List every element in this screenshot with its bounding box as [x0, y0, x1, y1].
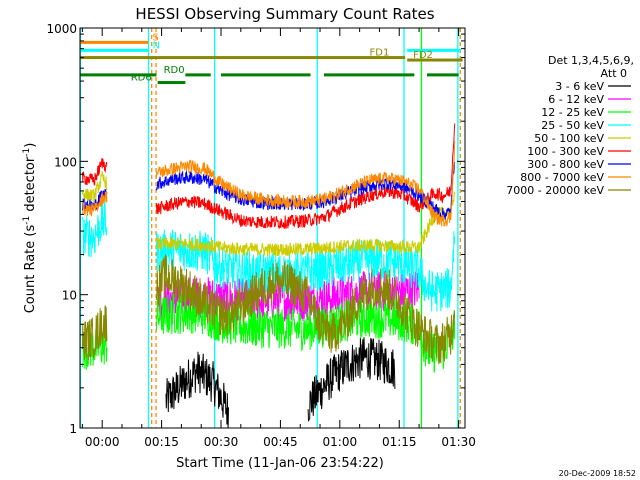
legend-label-6: 300 - 800 keV: [527, 158, 604, 171]
x-tick-label-0: 00:00: [85, 435, 120, 449]
legend-label-5: 100 - 300 keV: [527, 145, 604, 158]
flag-bar-6-0: [157, 81, 186, 85]
series-line-8: [81, 254, 456, 365]
flag-label-4: FD2: [413, 50, 433, 61]
flag-bars: SN FD1 FD2 RD0 RD6: [80, 32, 463, 85]
flag-label-5: RD0: [164, 65, 185, 76]
flag-label-3: FD1: [370, 48, 390, 59]
legend-label-4: 50 - 100 keV: [534, 132, 604, 145]
legend-label-1: 6 - 12 keV: [548, 93, 604, 106]
x-tick-label-5: 01:15: [382, 435, 417, 449]
flag-bar-1-0: [80, 48, 149, 52]
series-line-5: [81, 123, 456, 230]
flag-label-6: RD6: [131, 73, 152, 84]
legend-label-0: 3 - 6 keV: [555, 80, 604, 93]
x-tick-label-3: 00:45: [263, 435, 298, 449]
x-tick-label-4: 01:00: [323, 435, 358, 449]
flag-bar-0-0: [80, 40, 149, 44]
series-layer: [81, 123, 456, 429]
x-tick-label-6: 01:30: [441, 435, 476, 449]
x-tick-label-2: 00:30: [204, 435, 239, 449]
legend-label-3: 25 - 50 keV: [541, 119, 604, 132]
flag-bar-4-0: [407, 58, 463, 62]
x-axis-label: Start Time (11-Jan-06 23:54:22): [176, 456, 384, 471]
y-axis-label-main: Count Rate (s: [23, 225, 38, 314]
plot-frame: [79, 27, 466, 429]
legend-label-7: 800 - 7000 keV: [520, 171, 604, 184]
legend-title-line-2: Att 0: [601, 67, 627, 80]
series-line-7: [81, 141, 456, 228]
y-axis-label: Count Rate (s-1 detector-1): [22, 143, 38, 314]
series-line-0: [165, 337, 396, 429]
render-timestamp: 20-Dec-2009 18:52: [559, 469, 636, 478]
legend-title-line-1: Det 1,3,4,5,6,9,: [548, 54, 634, 67]
flag-bar-5-1: [185, 73, 211, 77]
y-tick-label-3: 1000: [46, 22, 77, 36]
y-axis-label-end: ): [23, 143, 38, 148]
flag-bar-5-0: [80, 73, 157, 77]
legend-label-2: 12 - 25 keV: [541, 106, 604, 119]
chart-title: HESSI Observing Summary Count Rates: [135, 5, 434, 23]
x-tick-label-1: 00:15: [144, 435, 179, 449]
y-tick-label-1: 10: [62, 289, 77, 303]
flag-bar-5-3: [323, 73, 415, 77]
flag-bar-3-0: [80, 56, 406, 60]
vertical-markers: [79, 28, 461, 428]
series-line-3: [81, 200, 456, 312]
flag-bar-5-4: [426, 73, 459, 77]
series-line-4: [81, 170, 456, 257]
axes: 1 10 100 1000 00:00 00:15 00:30 00:45 01:00 01:15…: [46, 22, 476, 449]
flag-bar-2-0: [407, 48, 461, 52]
flag-bar-5-2: [221, 73, 311, 77]
y-axis-label-sup2: -1: [22, 148, 32, 157]
y-axis-label-sup: -1: [22, 216, 32, 225]
y-axis-label-tail: detector: [23, 156, 38, 216]
flag-label-1: N: [152, 40, 159, 51]
flag-label-0: S: [152, 32, 158, 43]
legend-label-8: 7000 - 20000 keV: [506, 184, 604, 197]
y-tick-label-2: 100: [54, 155, 77, 169]
y-tick-label-0: 1: [69, 422, 77, 436]
